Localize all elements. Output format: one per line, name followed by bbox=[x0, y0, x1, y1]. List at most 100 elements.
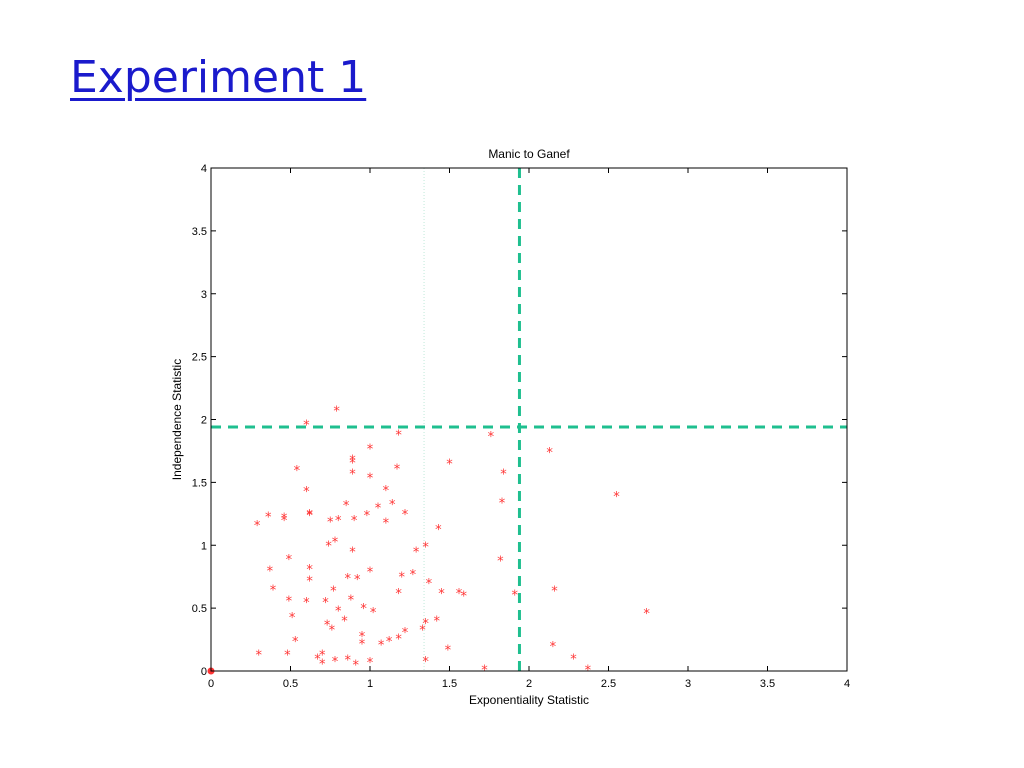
data-point: * bbox=[303, 419, 310, 434]
y-axis-ticks: 0 0.5 1 1.5 2 2.5 3 3.5 4 bbox=[192, 163, 847, 678]
data-point: * bbox=[351, 514, 358, 529]
data-point: * bbox=[395, 632, 402, 647]
x-tick-label: 3.5 bbox=[760, 678, 775, 690]
data-point: * bbox=[410, 568, 417, 583]
data-point: * bbox=[426, 577, 433, 592]
data-point: * bbox=[402, 626, 409, 641]
data-point: * bbox=[570, 652, 577, 667]
data-point: * bbox=[325, 539, 332, 554]
data-point: * bbox=[267, 564, 274, 579]
data-point: * bbox=[367, 656, 374, 671]
data-point: * bbox=[422, 617, 429, 632]
data-point: * bbox=[319, 657, 326, 672]
data-point: * bbox=[445, 644, 452, 659]
data-point: * bbox=[303, 485, 310, 500]
data-point: * bbox=[306, 563, 313, 578]
data-point: * bbox=[399, 571, 406, 586]
data-point: * bbox=[389, 498, 396, 513]
data-point: * bbox=[344, 654, 351, 669]
data-point: * bbox=[367, 566, 374, 581]
data-point: * bbox=[360, 602, 367, 617]
data-point: * bbox=[327, 515, 334, 530]
x-tick-label: 4 bbox=[844, 678, 850, 690]
data-point: * bbox=[546, 446, 553, 461]
slide-title: Experiment 1 bbox=[70, 52, 367, 103]
data-point: * bbox=[395, 587, 402, 602]
threshold-lines bbox=[211, 168, 847, 671]
data-point: * bbox=[255, 649, 262, 664]
data-point: * bbox=[332, 655, 339, 670]
data-point: * bbox=[456, 587, 463, 602]
y-tick-label: 1.5 bbox=[192, 477, 207, 489]
data-point: * bbox=[613, 490, 620, 505]
y-tick-label: 3.5 bbox=[192, 226, 207, 238]
data-point: * bbox=[383, 484, 390, 499]
y-tick-label: 4 bbox=[201, 163, 207, 175]
data-point: * bbox=[550, 640, 557, 655]
data-point: * bbox=[341, 615, 348, 630]
data-points: ** ** ** ***** ****** ********* * ** * *** * **** **… bbox=[207, 405, 650, 679]
chart-title: Manic to Ganef bbox=[488, 147, 570, 161]
data-point: * bbox=[335, 605, 342, 620]
data-point: * bbox=[344, 572, 351, 587]
data-point: * bbox=[322, 596, 329, 611]
data-point: * bbox=[500, 468, 507, 483]
data-point: * bbox=[643, 607, 650, 622]
data-point: * bbox=[551, 585, 558, 600]
x-axis-ticks: 0 0.5 1 1.5 2 2.5 3 3.5 4 bbox=[208, 168, 850, 690]
data-point: * bbox=[348, 593, 355, 608]
data-point: * bbox=[306, 508, 313, 523]
data-point: * bbox=[359, 637, 366, 652]
x-tick-label: 0 bbox=[208, 678, 214, 690]
data-point: * bbox=[281, 514, 288, 529]
data-point: * bbox=[394, 463, 401, 478]
data-point: * bbox=[352, 659, 359, 674]
data-point: * bbox=[461, 590, 468, 605]
y-tick-label: 3 bbox=[201, 289, 207, 301]
data-point: * bbox=[349, 546, 356, 561]
data-point: * bbox=[294, 464, 301, 479]
data-point: * bbox=[314, 652, 321, 667]
data-point: * bbox=[419, 624, 426, 639]
data-point: * bbox=[499, 496, 506, 511]
data-point: * bbox=[402, 508, 409, 523]
data-point: * bbox=[413, 546, 420, 561]
data-point: * bbox=[375, 502, 382, 517]
data-point: * bbox=[324, 618, 331, 633]
y-tick-label: 2 bbox=[201, 415, 207, 427]
data-point: * bbox=[511, 588, 518, 603]
x-tick-label: 1.5 bbox=[442, 678, 457, 690]
y-axis-label: Independence Statistic bbox=[170, 359, 184, 480]
data-point: * bbox=[330, 585, 337, 600]
data-point: * bbox=[367, 471, 374, 486]
data-point: * bbox=[319, 649, 326, 664]
data-point: * bbox=[281, 512, 288, 527]
data-point: * bbox=[333, 405, 340, 420]
x-tick-label: 0.5 bbox=[283, 678, 298, 690]
data-point: * bbox=[306, 509, 313, 524]
data-point: * bbox=[422, 541, 429, 556]
data-point: * bbox=[303, 596, 310, 611]
data-point: * bbox=[349, 454, 356, 469]
x-tick-label: 3 bbox=[685, 678, 691, 690]
data-point: * bbox=[378, 639, 385, 654]
data-point: * bbox=[359, 630, 366, 645]
data-point: * bbox=[349, 456, 356, 471]
data-point: * bbox=[284, 649, 291, 664]
data-point: * bbox=[270, 583, 277, 598]
data-point: * bbox=[488, 430, 495, 445]
data-point: * bbox=[286, 595, 293, 610]
data-point: * bbox=[395, 429, 402, 444]
data-point: * bbox=[349, 468, 356, 483]
data-point: * bbox=[306, 574, 313, 589]
data-point: * bbox=[438, 587, 445, 602]
data-point: * bbox=[354, 573, 361, 588]
data-point: * bbox=[265, 510, 272, 525]
data-point: * bbox=[422, 655, 429, 670]
data-point: * bbox=[289, 611, 296, 626]
y-tick-label: 2.5 bbox=[192, 352, 207, 364]
y-tick-label: 1 bbox=[201, 540, 207, 552]
data-point: * bbox=[497, 554, 504, 569]
data-point: * bbox=[254, 519, 261, 534]
